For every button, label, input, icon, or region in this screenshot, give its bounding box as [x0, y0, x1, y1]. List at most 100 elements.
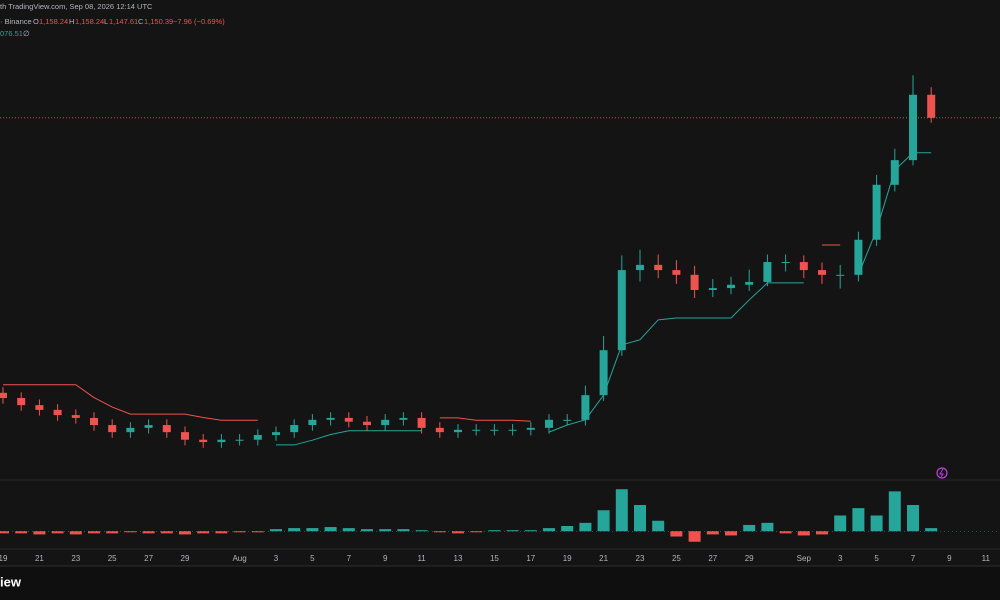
ohlc-letter: O	[33, 17, 39, 26]
oscillator-bar	[706, 531, 719, 535]
oscillator-bar	[761, 522, 774, 532]
oscillator-bar	[215, 531, 228, 534]
oscillator-bar	[33, 531, 46, 535]
alert-icon[interactable]	[936, 467, 948, 479]
x-tick-label: Sep	[797, 554, 812, 563]
candle-body	[472, 429, 481, 431]
candle-body	[0, 392, 7, 399]
candle-body	[90, 417, 98, 426]
candle-body	[290, 425, 299, 433]
x-tick-label: 27	[708, 554, 717, 563]
candle-body	[126, 427, 135, 433]
candle-body	[890, 160, 899, 185]
oscillator-bar	[652, 520, 665, 532]
x-tick-label: 27	[144, 554, 153, 563]
oscillator-bar	[397, 529, 410, 532]
alert-bolt[interactable]	[939, 468, 944, 478]
candle-body	[272, 432, 280, 435]
candle-body	[672, 270, 681, 275]
candle-body	[526, 427, 535, 430]
x-tick-label: 29	[745, 554, 754, 563]
candle-body	[326, 417, 335, 420]
header-source: th TradingView.com, Sep 08, 2026 12:14 U…	[0, 2, 153, 11]
oscillator-bar	[579, 522, 592, 532]
oscillator-bar	[725, 531, 737, 536]
oscillator-bar	[615, 489, 628, 532]
oscillator-bar	[415, 530, 428, 532]
oscillator-bar	[342, 528, 355, 532]
oscillator-bar	[0, 531, 9, 534]
candle-body	[344, 417, 353, 422]
oscillator-bar	[270, 529, 282, 532]
candle-body	[708, 288, 717, 290]
oscillator-bar	[597, 510, 610, 532]
candle-body	[799, 262, 808, 271]
candle-body	[235, 439, 244, 441]
candle-body	[17, 398, 26, 406]
oscillator-bar	[870, 515, 883, 532]
candle-body	[599, 350, 608, 396]
indicator-value: 076.51	[0, 29, 23, 38]
oscillator-bar	[88, 531, 100, 534]
oscillator-bar	[524, 530, 537, 532]
x-tick-label: 15	[490, 554, 499, 563]
oscillator-bar	[179, 531, 191, 535]
x-tick-label: 9	[383, 554, 388, 563]
candle-body	[181, 432, 189, 440]
x-tick-label: 17	[526, 554, 535, 563]
oscillator-bar	[816, 531, 828, 535]
oscillator-bar	[251, 531, 264, 533]
candle-body	[253, 434, 262, 440]
x-tick-label: 25	[108, 554, 117, 563]
oscillator-bar	[361, 529, 373, 532]
x-tick-label: 29	[181, 554, 190, 563]
oscillator-bar	[907, 505, 919, 532]
oscillator-bar	[288, 528, 301, 532]
x-tick-label: 19	[0, 554, 8, 563]
oscillator-bar	[888, 491, 901, 532]
x-tick-label: 5	[874, 554, 879, 563]
candle-body	[490, 429, 499, 431]
candle-body	[417, 417, 426, 428]
alert-circle[interactable]	[936, 467, 948, 479]
oscillator-bar	[324, 527, 337, 532]
oscillator-bar	[852, 508, 865, 532]
oscillator-bar	[779, 531, 792, 534]
oscillator-bar	[306, 528, 319, 532]
candle-body	[545, 419, 553, 428]
candle-body	[35, 405, 44, 410]
candle-body	[199, 439, 208, 443]
candle-body	[381, 419, 390, 426]
x-tick-label: 23	[636, 554, 645, 563]
candle-body	[763, 262, 772, 282]
candle-body	[727, 284, 735, 289]
oscillator-bar	[634, 505, 646, 532]
x-tick-label: 3	[838, 554, 843, 563]
oscillator-bar	[743, 524, 756, 532]
candle-body	[836, 274, 845, 276]
candle-body	[563, 419, 572, 421]
oscillator-bar	[233, 531, 246, 533]
oscillator-bar	[51, 531, 64, 534]
oscillator-bar	[15, 531, 28, 534]
oscillator-bar	[452, 531, 464, 534]
oscillator-bar	[69, 531, 82, 535]
candle-body	[818, 270, 826, 275]
oscillator-bar	[379, 529, 392, 532]
candle-body	[71, 415, 80, 418]
oscillator-bar	[197, 531, 210, 534]
oscillator-bar	[925, 528, 938, 532]
x-tick-label: 3	[274, 554, 279, 563]
oscillator-bar	[488, 530, 501, 532]
footer-brand: iew	[0, 574, 22, 589]
header-exchange: · Binance	[0, 17, 32, 26]
x-tick-label: 19	[563, 554, 572, 563]
oscillator-bar	[142, 531, 155, 534]
oscillator-bar	[470, 531, 483, 533]
x-tick-label: 13	[454, 554, 463, 563]
x-tick-label: 7	[911, 554, 916, 563]
oscillator-bar	[688, 531, 701, 542]
ohlc-value: 1,147.61	[109, 17, 138, 26]
ohlc-value: 1,158.24	[39, 17, 68, 26]
